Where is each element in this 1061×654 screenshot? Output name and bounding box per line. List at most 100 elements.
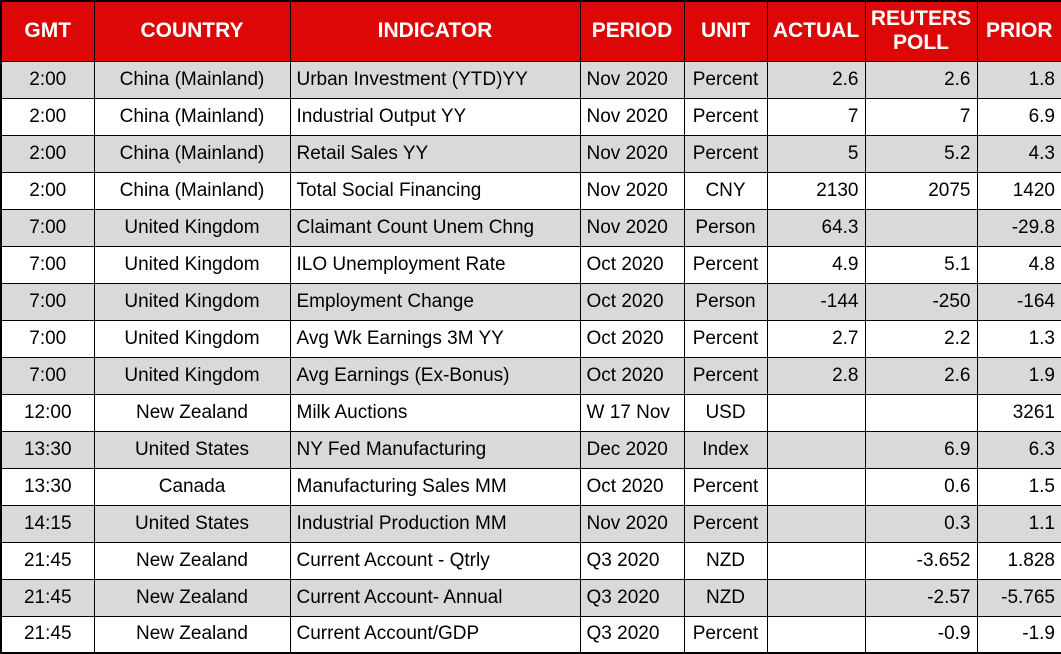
table-row: 13:30 Canada Manufacturing Sales MM Oct 202… (0, 467, 1061, 506)
cell-unit: Person (683, 282, 768, 321)
cell-actual (766, 578, 866, 617)
cell-indicator: Industrial Output YY (289, 97, 581, 136)
cell-country: Canada (93, 467, 291, 506)
cell-country: United Kingdom (93, 356, 291, 395)
cell-unit: NZD (683, 578, 768, 617)
column-header-prior: PRIOR (976, 0, 1061, 62)
cell-gmt: 21:45 (0, 578, 95, 617)
table-row: 21:45 New Zealand Current Account/GDP Q3 20… (0, 615, 1061, 654)
cell-poll: 2.2 (864, 319, 978, 358)
cell-country: United Kingdom (93, 245, 291, 284)
cell-period: Q3 2020 (579, 615, 685, 654)
column-header-actual: ACTUAL (766, 0, 866, 62)
cell-unit: Percent (683, 319, 768, 358)
cell-unit: Percent (683, 467, 768, 506)
cell-unit: Percent (683, 60, 768, 99)
cell-poll: 2075 (864, 171, 978, 210)
cell-actual: 7 (766, 97, 866, 136)
cell-indicator: Retail Sales YY (289, 134, 581, 173)
cell-indicator: Total Social Financing (289, 171, 581, 210)
cell-country: China (Mainland) (93, 134, 291, 173)
cell-unit: Percent (683, 245, 768, 284)
cell-period: Oct 2020 (579, 467, 685, 506)
cell-poll: 5.2 (864, 134, 978, 173)
cell-period: Dec 2020 (579, 430, 685, 469)
table-row: 7:00 United Kingdom Avg Wk Earnings 3M YY O… (0, 319, 1061, 358)
cell-country: New Zealand (93, 541, 291, 580)
cell-unit: CNY (683, 171, 768, 210)
cell-indicator: Employment Change (289, 282, 581, 321)
cell-country: China (Mainland) (93, 171, 291, 210)
cell-poll: 6.9 (864, 430, 978, 469)
column-header-indicator: INDICATOR (289, 0, 581, 62)
cell-indicator: Current Account - Qtrly (289, 541, 581, 580)
cell-actual (766, 504, 866, 543)
cell-actual: 2.6 (766, 60, 866, 99)
cell-gmt: 7:00 (0, 282, 95, 321)
cell-unit: Percent (683, 356, 768, 395)
cell-period: Nov 2020 (579, 60, 685, 99)
cell-country: New Zealand (93, 393, 291, 432)
cell-period: Nov 2020 (579, 97, 685, 136)
cell-actual: -144 (766, 282, 866, 321)
cell-indicator: NY Fed Manufacturing (289, 430, 581, 469)
cell-actual: 4.9 (766, 245, 866, 284)
cell-prior: 1.8 (976, 60, 1061, 99)
cell-country: China (Mainland) (93, 60, 291, 99)
cell-prior: -29.8 (976, 208, 1061, 247)
cell-unit: USD (683, 393, 768, 432)
column-header-country: COUNTRY (93, 0, 291, 62)
cell-gmt: 13:30 (0, 430, 95, 469)
cell-prior: 1.9 (976, 356, 1061, 395)
table-row: 2:00 China (Mainland) Retail Sales YY Nov 2… (0, 134, 1061, 173)
table-row: 2:00 China (Mainland) Total Social Financi… (0, 171, 1061, 210)
cell-indicator: Milk Auctions (289, 393, 581, 432)
table-row: 13:30 United States NY Fed Manufacturing De… (0, 430, 1061, 469)
cell-period: Nov 2020 (579, 208, 685, 247)
cell-unit: Percent (683, 97, 768, 136)
table-row: 12:00 New Zealand Milk Auctions W 17 Nov USD… (0, 393, 1061, 432)
cell-unit: NZD (683, 541, 768, 580)
cell-period: Nov 2020 (579, 504, 685, 543)
cell-gmt: 2:00 (0, 97, 95, 136)
cell-prior: 1.828 (976, 541, 1061, 580)
column-header-period: PERIOD (579, 0, 685, 62)
cell-country: United Kingdom (93, 319, 291, 358)
table-row: 2:00 China (Mainland) Urban Investment (YT… (0, 60, 1061, 99)
cell-prior: 3261 (976, 393, 1061, 432)
cell-country: New Zealand (93, 578, 291, 617)
table-row: 21:45 New Zealand Current Account- Annual Q… (0, 578, 1061, 617)
cell-gmt: 7:00 (0, 319, 95, 358)
cell-gmt: 7:00 (0, 356, 95, 395)
cell-actual: 2130 (766, 171, 866, 210)
cell-gmt: 2:00 (0, 60, 95, 99)
cell-prior: 1420 (976, 171, 1061, 210)
cell-period: Nov 2020 (579, 171, 685, 210)
cell-poll: 0.3 (864, 504, 978, 543)
cell-gmt: 12:00 (0, 393, 95, 432)
table-row: 21:45 New Zealand Current Account - Qtrly Q… (0, 541, 1061, 580)
cell-poll (864, 393, 978, 432)
cell-gmt: 2:00 (0, 134, 95, 173)
cell-period: W 17 Nov (579, 393, 685, 432)
cell-period: Nov 2020 (579, 134, 685, 173)
cell-unit: Percent (683, 134, 768, 173)
cell-gmt: 14:15 (0, 504, 95, 543)
cell-prior: -5.765 (976, 578, 1061, 617)
cell-indicator: Manufacturing Sales MM (289, 467, 581, 506)
cell-indicator: Current Account- Annual (289, 578, 581, 617)
header-row: GMT COUNTRY INDICATOR PERIOD UNIT ACTUAL… (0, 0, 1061, 62)
cell-actual: 64.3 (766, 208, 866, 247)
cell-gmt: 13:30 (0, 467, 95, 506)
cell-unit: Percent (683, 615, 768, 654)
table-row: 7:00 United Kingdom Claimant Count Unem Ch… (0, 208, 1061, 247)
column-header-unit: UNIT (683, 0, 768, 62)
cell-poll: -2.57 (864, 578, 978, 617)
cell-prior: 4.8 (976, 245, 1061, 284)
cell-actual (766, 615, 866, 654)
table-row: 14:15 United States Industrial Production … (0, 504, 1061, 543)
cell-unit: Index (683, 430, 768, 469)
cell-country: United Kingdom (93, 208, 291, 247)
cell-period: Oct 2020 (579, 319, 685, 358)
cell-prior: -164 (976, 282, 1061, 321)
